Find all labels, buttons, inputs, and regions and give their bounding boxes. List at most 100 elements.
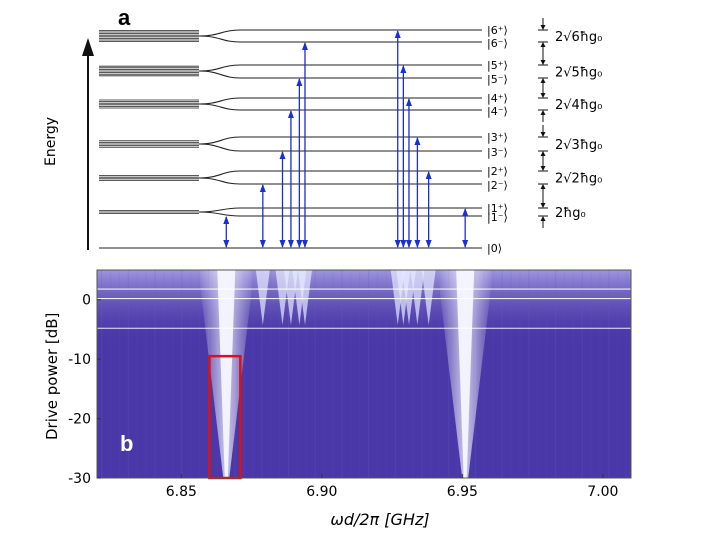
energy-levels [99, 29, 482, 249]
split-arrowhead [540, 203, 546, 208]
x-axis-label: ωd/2π [GHz] [330, 510, 429, 529]
state-label: |2⁻⟩ [487, 179, 508, 192]
split-arrowhead [540, 151, 546, 156]
transition-arrowhead-down [462, 240, 469, 248]
spectroscopy-heatmap: 6.85 6.90 6.95 7.00 0 -10 -20 -30 b Drive power… [43, 269, 632, 529]
state-label: |5⁺⟩ [487, 59, 508, 72]
noise-stripe [519, 270, 521, 478]
transition-arrowhead-down [287, 240, 294, 248]
noise-stripe [563, 270, 565, 478]
state-label: |6⁻⟩ [487, 37, 508, 50]
noise-stripe [483, 270, 485, 478]
splitting-label: 2√3ħg₀ [555, 138, 602, 153]
splitting-label: 2√5ħg₀ [555, 66, 602, 81]
state-label: |6⁺⟩ [487, 24, 508, 37]
transition-arrowhead-down [405, 240, 412, 248]
transition-arrowhead-down [259, 240, 266, 248]
level-minus-line [198, 177, 482, 185]
noise-stripe [590, 270, 592, 478]
level-minus-line [198, 103, 482, 111]
level-plus-line [198, 97, 482, 105]
noise-stripe [394, 270, 396, 478]
heatmap-axes: 6.85 6.90 6.95 7.00 0 -10 -20 -30 [68, 293, 618, 500]
noise-stripe [448, 270, 450, 478]
state-label: |4⁺⟩ [487, 92, 508, 105]
transition-arrows [223, 30, 469, 248]
state-label: |1⁺⟩ [487, 202, 508, 215]
noise-stripe [172, 270, 174, 478]
transition-arrowhead-up [394, 30, 401, 38]
split-arrowhead [540, 78, 546, 83]
noise-stripe [359, 270, 361, 478]
transition-arrowhead-up [414, 137, 421, 145]
noise-stripe [323, 270, 325, 478]
state-label-ground: |0⟩ [487, 242, 502, 255]
noise-stripe [136, 270, 138, 478]
energy-axis-label: Energy [43, 117, 59, 166]
x-tick-label: 7.00 [587, 484, 618, 500]
resonance-peak-core [456, 270, 475, 478]
level-minus-line [198, 143, 482, 152]
noise-stripe [403, 270, 405, 478]
noise-stripe [528, 270, 530, 478]
panel-label-a: a [118, 5, 131, 30]
transition-arrowhead-up [301, 42, 308, 50]
noise-stripe [118, 270, 120, 478]
y-axis-label: Drive power [dB] [43, 313, 61, 440]
noise-stripe [546, 270, 548, 478]
splitting-label: 2√2ħg₀ [555, 172, 602, 187]
noise-stripe [554, 270, 557, 478]
level-plus-line [198, 136, 482, 145]
noise-stripe [599, 270, 601, 478]
split-arrowhead [540, 110, 546, 115]
splitting-label: 2√4ħg₀ [555, 98, 602, 113]
multiphoton-peak [297, 270, 312, 325]
transition-arrowhead-up [400, 65, 407, 73]
noise-stripe [190, 270, 192, 478]
state-labels: |6⁺⟩|6⁻⟩ |5⁺⟩|5⁻⟩ |4⁺⟩|4⁻⟩ |3⁺⟩ |3⁻⟩ |2⁺⟩|2⁻⟩… [487, 24, 508, 255]
noise-stripe [385, 270, 387, 478]
resonance-peak-core [217, 270, 236, 478]
splitting-label: 2√6ħg₀ [555, 30, 602, 45]
transition-arrowhead-down [394, 240, 401, 248]
y-tick-label: 0 [82, 293, 91, 309]
multiphoton-peak [390, 270, 405, 325]
noise-stripe [279, 270, 281, 478]
split-arrowhead [540, 42, 546, 47]
x-tick-label: 6.95 [447, 484, 478, 500]
transition-arrowhead-up [462, 208, 469, 216]
noise-stripe [581, 270, 583, 478]
transition-arrowhead-up [296, 78, 303, 86]
noise-stripe [305, 270, 307, 478]
noise-stripe [350, 270, 352, 478]
noise-stripe [430, 270, 432, 478]
noise-stripe [198, 270, 201, 478]
state-label: |3⁻⟩ [487, 146, 508, 159]
noise-stripe [296, 270, 298, 478]
state-label: |5⁻⟩ [487, 73, 508, 86]
y-tick-label: -30 [68, 471, 91, 487]
noise-stripe [332, 270, 334, 478]
high-power-glow [97, 270, 631, 345]
split-arrowhead [540, 184, 546, 189]
noise-stripe [261, 270, 263, 478]
transition-arrowhead-down [400, 240, 407, 248]
noise-stripe [252, 270, 254, 478]
split-arrowhead [540, 216, 546, 221]
noise-stripe [109, 270, 112, 478]
energy-axis-arrowhead [82, 38, 94, 56]
transition-arrowhead-down [296, 240, 303, 248]
panel-label-b: b [120, 431, 133, 456]
noise-stripe [439, 270, 441, 478]
level-minus-line [198, 70, 482, 79]
split-arrowhead [540, 132, 546, 137]
level-plus-line [198, 64, 482, 72]
level-plus-line [198, 170, 482, 179]
x-tick-label: 6.90 [306, 484, 337, 500]
noise-stripe [341, 270, 343, 478]
transition-arrowhead-down [279, 240, 286, 248]
heatmap-frame [96, 269, 632, 479]
noise-stripe [608, 270, 610, 478]
noise-stripe [127, 270, 129, 478]
